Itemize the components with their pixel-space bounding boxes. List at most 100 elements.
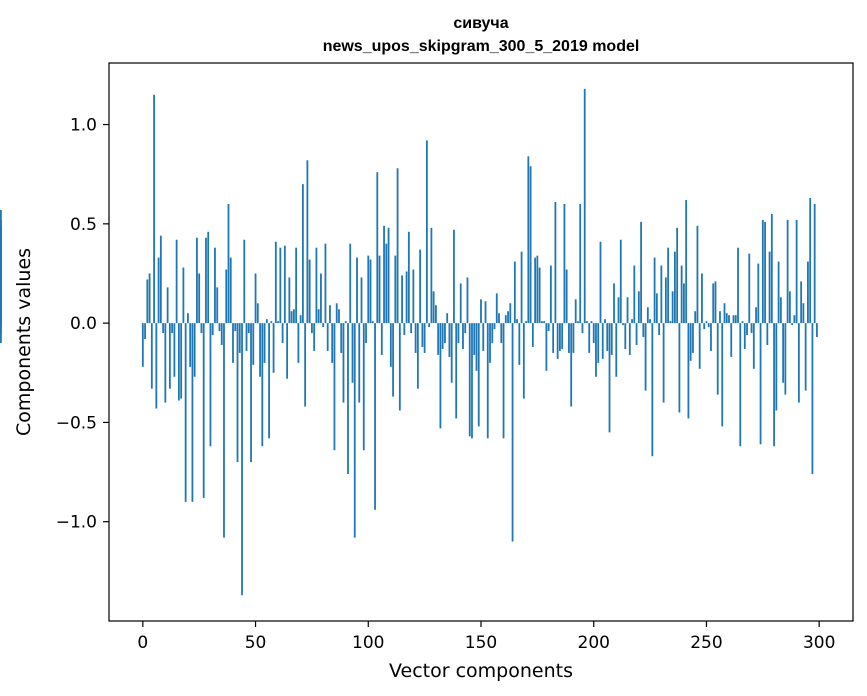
bar <box>543 321 546 324</box>
bar <box>710 323 712 351</box>
bar <box>477 323 480 427</box>
bar <box>475 323 478 371</box>
bar <box>182 267 185 324</box>
bar <box>642 323 645 338</box>
bar <box>455 323 458 419</box>
bar <box>673 251 676 324</box>
bar <box>450 323 453 383</box>
bar <box>292 309 295 324</box>
bar <box>297 323 300 363</box>
bar <box>378 255 381 324</box>
bar <box>531 323 534 347</box>
bar <box>358 323 361 403</box>
bar <box>279 247 282 324</box>
bar <box>667 247 670 324</box>
bar <box>259 323 261 377</box>
bar <box>448 323 451 357</box>
bar <box>392 323 394 397</box>
bar <box>441 323 444 349</box>
bar <box>250 323 252 463</box>
bar <box>432 291 435 324</box>
bar <box>198 273 201 324</box>
bar <box>281 323 284 343</box>
bar <box>245 323 248 351</box>
bar <box>559 323 561 351</box>
bar <box>746 323 748 336</box>
bar <box>644 323 647 391</box>
bar <box>177 323 180 401</box>
bar <box>347 323 349 475</box>
bar <box>782 323 785 383</box>
bar <box>800 281 803 324</box>
bar <box>723 303 726 324</box>
bar <box>802 303 805 324</box>
bar <box>439 323 442 429</box>
bar <box>164 323 167 403</box>
bar <box>232 323 234 363</box>
bar <box>268 323 270 439</box>
bar <box>572 323 575 353</box>
bar <box>180 323 183 399</box>
bar <box>752 323 755 369</box>
bar <box>173 323 176 377</box>
bar <box>202 323 205 498</box>
bar <box>184 323 187 502</box>
x-tick-label: 250 <box>690 633 722 653</box>
bar <box>601 323 604 359</box>
bar <box>694 311 697 324</box>
bar <box>624 323 627 349</box>
bar <box>597 323 600 363</box>
bar <box>714 281 717 324</box>
bar <box>236 323 239 463</box>
bar <box>360 277 363 324</box>
bar <box>795 219 798 324</box>
bar <box>261 323 264 447</box>
bars-group <box>0 88 818 596</box>
bar <box>326 323 329 351</box>
bar <box>773 323 775 447</box>
bar <box>320 273 322 324</box>
bar <box>480 299 482 324</box>
bar <box>757 263 760 324</box>
bar <box>166 287 169 324</box>
bar <box>797 323 800 403</box>
bar <box>635 323 638 345</box>
bar <box>144 323 146 340</box>
bar <box>683 283 685 324</box>
bar <box>428 323 431 328</box>
bar <box>529 166 532 324</box>
bar <box>527 156 530 324</box>
chart-subtitle: news_upos_skipgram_300_5_2019 model <box>323 38 640 55</box>
bar <box>583 88 586 324</box>
bar <box>793 315 796 324</box>
bar <box>646 307 649 324</box>
bar <box>193 323 196 377</box>
bar <box>301 184 304 324</box>
bar <box>716 323 719 395</box>
bar <box>342 323 345 403</box>
bar <box>570 323 573 407</box>
bar <box>737 247 739 324</box>
bar <box>464 323 467 334</box>
bar <box>807 261 809 324</box>
bar <box>703 323 706 330</box>
bar <box>615 323 618 377</box>
bar <box>148 273 151 324</box>
bar <box>473 323 476 355</box>
bar <box>730 323 733 357</box>
bar <box>349 243 352 324</box>
bar <box>333 323 336 451</box>
bar <box>534 257 537 324</box>
y-tick-label: −0.5 <box>56 413 97 433</box>
bar <box>660 265 663 324</box>
bar <box>764 221 766 324</box>
bar <box>687 323 690 419</box>
bar <box>435 305 437 324</box>
bar <box>574 299 577 324</box>
bar <box>518 323 521 365</box>
bar <box>150 323 153 389</box>
bar <box>466 277 469 324</box>
bar <box>403 323 406 336</box>
plot-frame <box>108 62 854 622</box>
